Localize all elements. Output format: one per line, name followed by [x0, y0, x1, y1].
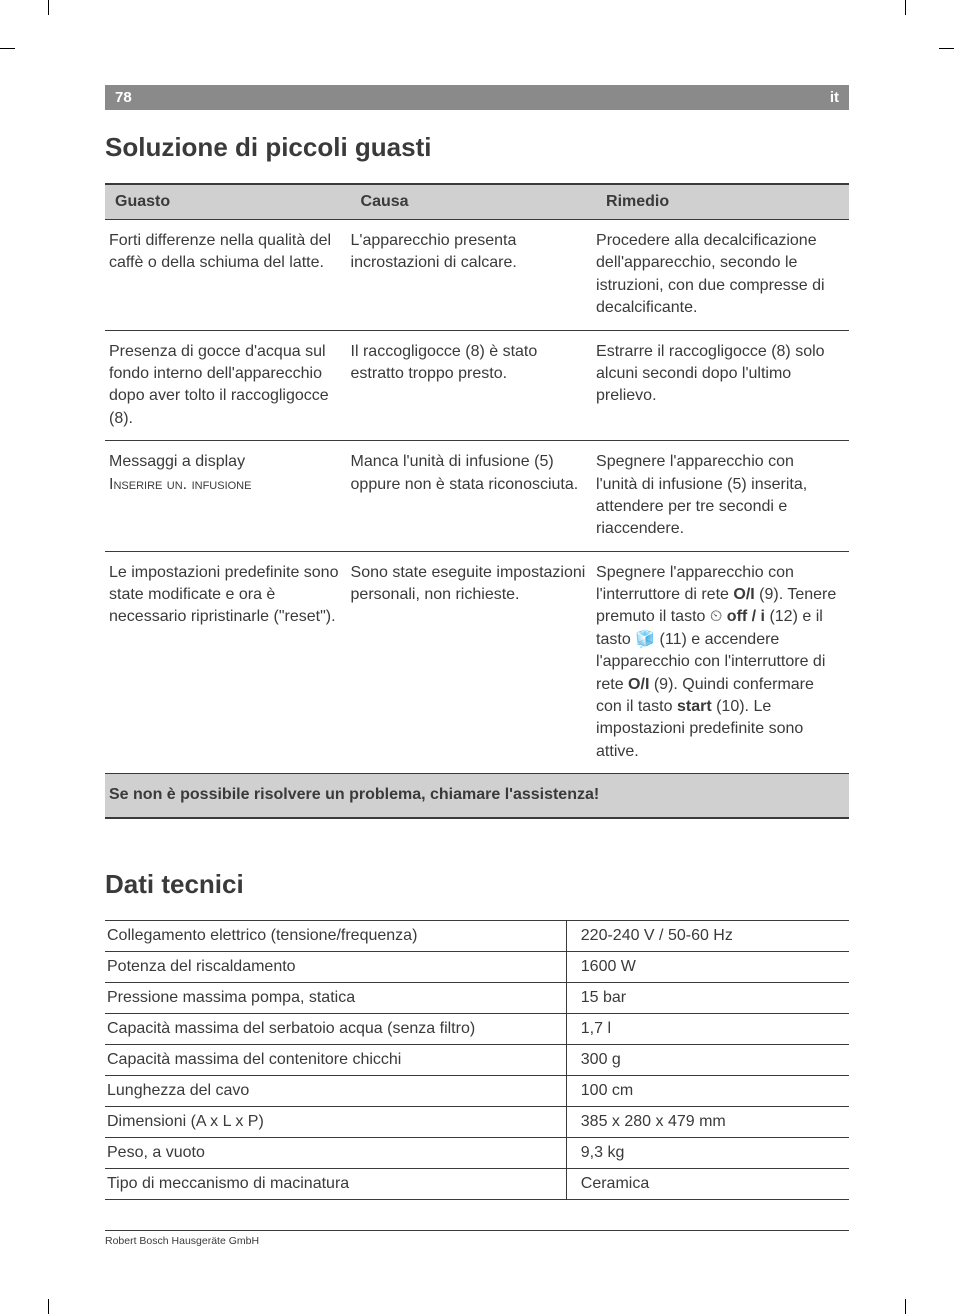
table-row: Tipo di meccanismo di macinaturaCeramica	[105, 1168, 849, 1199]
cell-rimedio: Spegnere l'apparecchio con l'interruttor…	[596, 551, 849, 774]
spec-table: Collegamento elettrico (tensione/frequen…	[105, 920, 849, 1200]
table-row: Potenza del riscaldamento1600 W	[105, 951, 849, 982]
bold-text: start	[677, 698, 712, 715]
table-row: Forti differenze nella qualità del caffè…	[105, 220, 849, 331]
cell-causa: L'apparecchio presenta incrostazioni di …	[351, 220, 597, 331]
table-row: Presenza di gocce d'acqua sul fondo inte…	[105, 330, 849, 441]
cell-guasto: Presenza di gocce d'acqua sul fondo inte…	[105, 330, 351, 441]
spec-value: 220-240 V / 50-60 Hz	[566, 920, 849, 951]
steam-icon: 🧊	[635, 631, 655, 648]
spec-label: Capacità massima del contenitore chicchi	[105, 1044, 566, 1075]
page-language: it	[830, 89, 839, 106]
col-header-rimedio: Rimedio	[596, 184, 849, 220]
crop-mark	[0, 48, 15, 49]
spec-label: Tipo di meccanismo di macinatura	[105, 1168, 566, 1199]
cell-rimedio: Spegnere l'apparecchio con l'unità di in…	[596, 441, 849, 552]
cell-causa: Manca l'unità di infusione (5) oppure no…	[351, 441, 597, 552]
spec-value: 15 bar	[566, 982, 849, 1013]
table-row: Collegamento elettrico (tensione/frequen…	[105, 920, 849, 951]
spec-value: Ceramica	[566, 1168, 849, 1199]
spec-label: Lunghezza del cavo	[105, 1075, 566, 1106]
spec-label: Peso, a vuoto	[105, 1137, 566, 1168]
cell-text: Messaggi a display	[109, 453, 245, 470]
page-header-bar: 78 it	[105, 85, 849, 110]
table-row: Lunghezza del cavo100 cm	[105, 1075, 849, 1106]
col-header-causa: Causa	[351, 184, 597, 220]
crop-mark	[939, 48, 954, 49]
cell-rimedio: Procedere alla decalcifica­zione dell'ap…	[596, 220, 849, 331]
spec-label: Potenza del riscaldamento	[105, 951, 566, 982]
display-message-text: Inserire un. infusione	[109, 476, 251, 493]
spec-value: 100 cm	[566, 1075, 849, 1106]
bold-text: O/I	[628, 676, 649, 693]
spec-label: Capacità massima del serbatoio acqua (se…	[105, 1013, 566, 1044]
cell-causa: Sono state eseguite impostazioni persona…	[351, 551, 597, 774]
table-footer-note: Se non è possibile risolvere un problema…	[105, 774, 849, 818]
spec-value: 9,3 kg	[566, 1137, 849, 1168]
clock-icon: ⏲	[710, 608, 722, 625]
spec-label: Collegamento elettrico (tensione/frequen…	[105, 920, 566, 951]
crop-mark	[905, 1299, 906, 1314]
table-row: Dimensioni (A x L x P)385 x 280 x 479 mm	[105, 1106, 849, 1137]
bold-text: O/I	[733, 586, 754, 603]
page-number: 78	[115, 89, 132, 106]
cell-causa: Il raccogligocce (8) è stato estratto tr…	[351, 330, 597, 441]
spec-value: 1,7 l	[566, 1013, 849, 1044]
table-row: Capacità massima del serbatoio acqua (se…	[105, 1013, 849, 1044]
section-title-specs: Dati tecnici	[105, 869, 849, 900]
spec-label: Pressione massima pompa, statica	[105, 982, 566, 1013]
table-footer-row: Se non è possibile risolvere un problema…	[105, 774, 849, 818]
spec-value: 385 x 280 x 479 mm	[566, 1106, 849, 1137]
spec-value: 300 g	[566, 1044, 849, 1075]
bold-text: off / i	[722, 608, 765, 625]
crop-mark	[48, 0, 49, 15]
cell-guasto: Messaggi a display Inserire un. infusion…	[105, 441, 351, 552]
table-row: Messaggi a display Inserire un. infusion…	[105, 441, 849, 552]
section-title-troubleshooting: Soluzione di piccoli guasti	[105, 132, 849, 163]
crop-mark	[48, 1299, 49, 1314]
col-header-guasto: Guasto	[105, 184, 351, 220]
table-row: Peso, a vuoto9,3 kg	[105, 1137, 849, 1168]
table-row: Capacità massima del contenitore chicchi…	[105, 1044, 849, 1075]
table-row: Le impostazioni predefinite sono state m…	[105, 551, 849, 774]
cell-guasto: Forti differenze nella qualità del caffè…	[105, 220, 351, 331]
table-header-row: Guasto Causa Rimedio	[105, 184, 849, 220]
crop-mark	[905, 0, 906, 15]
spec-label: Dimensioni (A x L x P)	[105, 1106, 566, 1137]
troubleshoot-table: Guasto Causa Rimedio Forti differenze ne…	[105, 183, 849, 819]
company-footer: Robert Bosch Hausgeräte GmbH	[105, 1230, 849, 1247]
table-row: Pressione massima pompa, statica15 bar	[105, 982, 849, 1013]
cell-rimedio: Estrarre il raccogligocce (8) solo alcun…	[596, 330, 849, 441]
spec-value: 1600 W	[566, 951, 849, 982]
cell-guasto: Le impostazioni predefinite sono state m…	[105, 551, 351, 774]
